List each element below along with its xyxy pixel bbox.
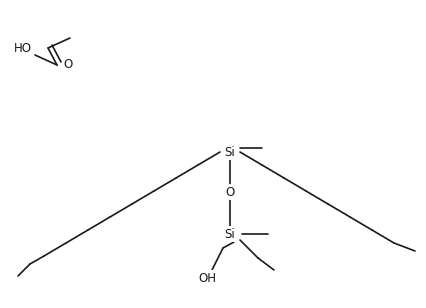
Text: Si: Si bbox=[225, 145, 236, 159]
Text: Si: Si bbox=[225, 228, 236, 241]
Text: HO: HO bbox=[14, 42, 32, 55]
Text: O: O bbox=[225, 185, 235, 198]
Text: O: O bbox=[63, 59, 72, 71]
Text: OH: OH bbox=[198, 271, 216, 285]
